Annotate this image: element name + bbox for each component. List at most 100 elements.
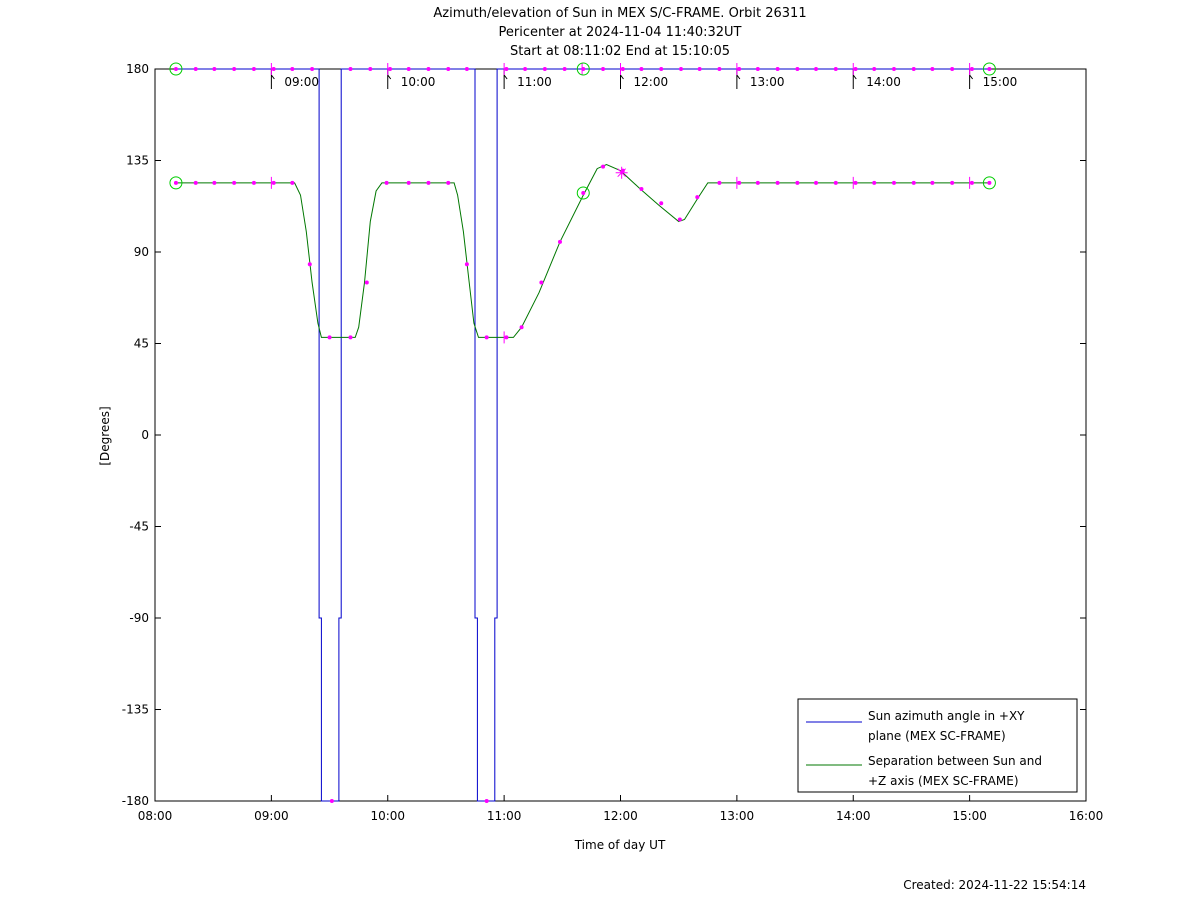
- hour-marker-arrow: [387, 74, 392, 89]
- hour-marker-label: 09:00: [284, 75, 319, 89]
- marker-dot: [388, 67, 393, 71]
- marker-dot: [717, 180, 722, 185]
- marker-dot: [581, 191, 586, 196]
- marker-dot: [969, 67, 974, 71]
- marker-dot: [930, 180, 935, 185]
- marker-dot: [891, 180, 896, 185]
- marker-dot: [557, 239, 562, 244]
- marker-dot: [695, 195, 700, 200]
- marker-dot: [737, 67, 742, 71]
- marker-dot: [911, 67, 916, 71]
- marker-dot: [519, 325, 524, 330]
- marker-dot: [504, 335, 509, 340]
- marker-dot: [290, 67, 295, 71]
- start-end-circle-marker: [169, 176, 183, 190]
- marker-dot: [679, 67, 684, 71]
- marker-dot: [677, 217, 682, 222]
- hour-marker-arrow: [270, 74, 275, 89]
- hour-marker-label: 14:00: [866, 75, 901, 89]
- marker-dot: [639, 186, 644, 191]
- marker-dot: [795, 67, 800, 71]
- plot-frame: [154, 68, 1087, 802]
- chart-title-line-1: Azimuth/elevation of Sun in MEX S/C-FRAM…: [433, 6, 806, 21]
- hour-marker-label: 15:00: [983, 75, 1018, 89]
- marker-dot: [539, 280, 544, 285]
- x-axis-label: Time of day UT: [574, 838, 666, 852]
- marker-dot: [853, 67, 858, 71]
- marker-dot: [620, 67, 625, 71]
- marker-dot: [251, 180, 256, 185]
- marker-dot: [659, 67, 664, 71]
- marker-dot: [251, 67, 256, 71]
- hour-marker-label: 11:00: [517, 75, 552, 89]
- marker-dot: [173, 180, 178, 185]
- marker-dot: [950, 67, 955, 71]
- marker-dot: [737, 180, 742, 185]
- marker-dot: [329, 799, 334, 803]
- marker-dot: [911, 180, 916, 185]
- legend-label-separation-line-2: +Z axis (MEX SC-FRAME): [868, 774, 1019, 788]
- marker-dot: [891, 67, 896, 71]
- marker-dot: [969, 180, 974, 185]
- marker-dot: [484, 335, 489, 340]
- start-end-circle-marker: [982, 62, 996, 76]
- marker-dot: [601, 164, 606, 169]
- start-end-circle-marker: [982, 176, 996, 190]
- x-tick-label: 08:00: [138, 809, 173, 823]
- marker-dot: [348, 67, 353, 71]
- marker-dot: [307, 262, 312, 267]
- y-axis-label: [Degrees]: [98, 406, 112, 465]
- created-footer: Created: 2024-11-22 15:54:14: [903, 878, 1086, 892]
- hour-marker-label: 10:00: [401, 75, 436, 89]
- marker-dot: [987, 180, 992, 185]
- series-line-separation: [175, 164, 990, 338]
- marker-dot: [930, 67, 935, 71]
- chart-title-line-3: Start at 08:11:02 End at 15:10:05: [510, 44, 730, 59]
- x-tick-label: 14:00: [836, 809, 871, 823]
- x-tick-label: 15:00: [952, 809, 987, 823]
- marker-dot: [853, 180, 858, 185]
- x-tick-label: 13:00: [720, 809, 755, 823]
- marker-dot: [987, 67, 992, 71]
- marker-dot: [348, 335, 353, 340]
- hour-marker-label: 13:00: [750, 75, 785, 89]
- marker-dot: [406, 180, 411, 185]
- y-tick-label: -45: [129, 520, 149, 534]
- marker-dot: [833, 180, 838, 185]
- y-tick-label: 180: [126, 62, 149, 76]
- marker-dot: [232, 67, 237, 71]
- marker-dot: [406, 67, 411, 71]
- chart-title-line-2: Pericenter at 2024-11-04 11:40:32UT: [498, 25, 741, 40]
- y-tick-label: -180: [122, 794, 149, 808]
- x-tick-label: 11:00: [487, 809, 522, 823]
- marker-dot: [271, 67, 276, 71]
- pericenter-cross-marker: [615, 166, 628, 179]
- marker-dot: [717, 67, 722, 71]
- marker-dot: [446, 67, 451, 71]
- marker-dot: [659, 201, 664, 206]
- marker-dot: [755, 180, 760, 185]
- marker-dot: [775, 180, 780, 185]
- y-tick-label: -135: [122, 703, 149, 717]
- hour-marker-arrow: [969, 74, 974, 89]
- start-end-circle-marker: [169, 62, 183, 76]
- y-tick-label: 45: [134, 337, 149, 351]
- marker-dot: [833, 67, 838, 71]
- marker-dot: [212, 67, 217, 71]
- marker-dot: [290, 180, 295, 185]
- marker-dot: [795, 180, 800, 185]
- marker-dot: [173, 67, 178, 71]
- y-tick-label: 135: [126, 154, 149, 168]
- legend: Sun azimuth angle in +XY plane (MEX SC-F…: [797, 698, 1078, 793]
- x-tick-label: 16:00: [1069, 809, 1104, 823]
- legend-label-azimuth-line-2: plane (MEX SC-FRAME): [868, 729, 1006, 743]
- marker-dot: [950, 180, 955, 185]
- series-line-azimuth: [175, 68, 990, 802]
- marker-dot: [755, 67, 760, 71]
- marker-dot: [484, 799, 489, 803]
- marker-dot: [814, 67, 819, 71]
- marker-dot: [872, 67, 877, 71]
- start-end-circle-marker: [576, 62, 590, 76]
- marker-dot: [193, 67, 198, 71]
